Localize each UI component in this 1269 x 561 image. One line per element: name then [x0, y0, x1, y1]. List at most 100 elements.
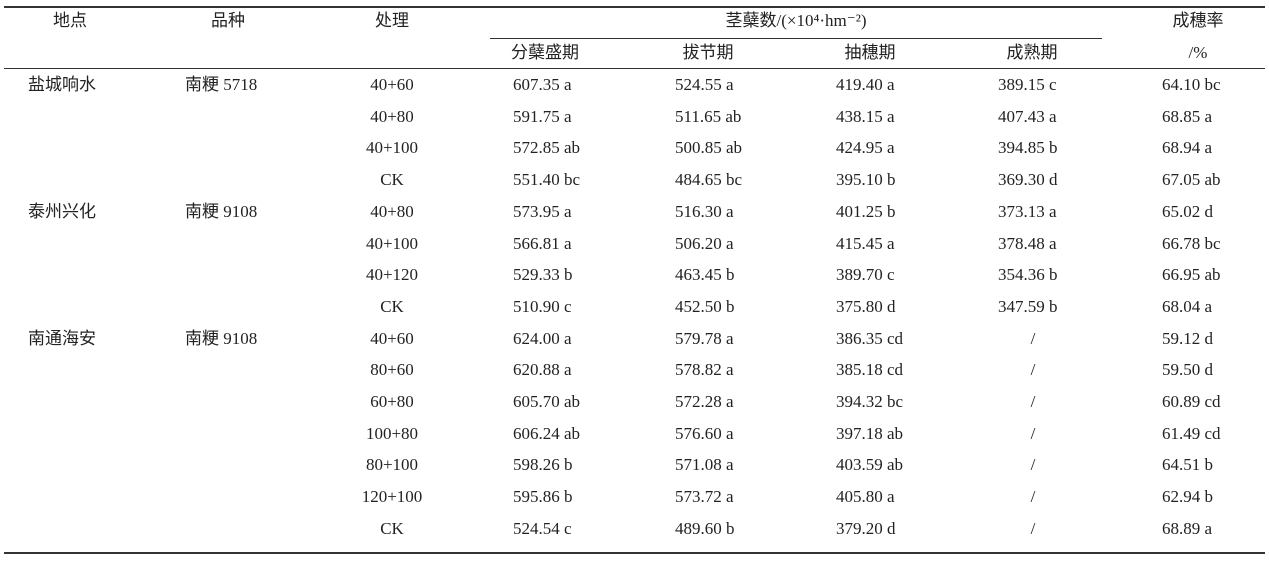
variety-cell: 南粳 5718 [185, 75, 258, 94]
value-cell: 403.59 ab [836, 455, 904, 475]
value-cell: 395.10 b [836, 170, 896, 190]
header-cell: 成熟期 [1006, 43, 1058, 62]
treatment-cell: 60+80 [370, 392, 414, 411]
value-cell: 60.89 cd [1162, 392, 1221, 411]
value-cell: 516.30 a [675, 201, 734, 221]
value-cell: 64.10 bc [1162, 75, 1221, 94]
treatment-cell: 40+80 [370, 201, 414, 221]
value-cell: / [1030, 455, 1036, 475]
header-cell: 成穗率 [1172, 11, 1224, 30]
value-cell: 347.59 b [998, 296, 1058, 316]
value-cell: 511.65 ab [675, 106, 742, 126]
value-cell: 529.33 b [513, 265, 573, 285]
value-cell: 489.60 b [675, 518, 735, 538]
value-cell: 389.15 c [998, 75, 1057, 94]
value-cell: 500.85 ab [675, 138, 743, 158]
header-cell: /% [1188, 43, 1208, 62]
value-cell: 605.70 ab [513, 392, 581, 411]
value-cell: 566.81 a [513, 233, 572, 253]
value-cell: / [1030, 360, 1036, 380]
value-cell: 551.40 bc [513, 170, 581, 190]
value-cell: 573.72 a [675, 487, 734, 507]
treatment-cell: 40+60 [370, 75, 414, 94]
value-cell: 419.40 a [836, 75, 895, 94]
value-cell: 379.20 d [836, 518, 896, 538]
treatment-cell: 120+100 [361, 487, 423, 507]
value-cell: 405.80 a [836, 487, 895, 507]
value-cell: 452.50 b [675, 296, 735, 316]
value-cell: 463.45 b [675, 265, 735, 285]
treatment-cell: 80+60 [370, 360, 414, 380]
value-cell: 68.94 a [1162, 138, 1213, 158]
treatment-cell: 80+100 [365, 455, 419, 475]
value-cell: 68.85 a [1162, 106, 1213, 126]
value-cell: 378.48 a [998, 233, 1057, 253]
value-cell: 572.28 a [675, 392, 734, 411]
value-cell: / [1030, 423, 1036, 443]
value-cell: 407.43 a [998, 106, 1057, 126]
treatment-cell: CK [380, 170, 404, 190]
treatment-cell: CK [380, 518, 404, 538]
header-cell: 茎蘖数/(×10⁴·hm⁻²) [725, 11, 867, 30]
value-cell: / [1030, 392, 1036, 411]
value-cell: 401.25 b [836, 201, 896, 221]
value-cell: 415.45 a [836, 233, 895, 253]
value-cell: 598.26 b [513, 455, 573, 475]
location-cell: 盐城响水 [28, 75, 96, 94]
treatment-cell: 40+100 [365, 233, 419, 253]
value-cell: 66.95 ab [1162, 265, 1221, 285]
treatment-cell: 40+100 [365, 138, 419, 158]
value-cell: 68.89 a [1162, 518, 1213, 538]
value-cell: 510.90 c [513, 296, 572, 316]
value-cell: 606.24 ab [513, 423, 581, 443]
value-cell: 573.95 a [513, 201, 572, 221]
value-cell: 62.94 b [1162, 487, 1213, 507]
value-cell: 506.20 a [675, 233, 734, 253]
value-cell: 386.35 cd [836, 328, 904, 348]
value-cell: 397.18 ab [836, 423, 904, 443]
value-cell: / [1030, 487, 1036, 507]
header-cell: 处理 [375, 11, 409, 30]
treatment-cell: 40+60 [370, 328, 414, 348]
value-cell: 524.54 c [513, 518, 572, 538]
header-cell: 地点 [53, 11, 87, 30]
treatment-cell: CK [380, 296, 404, 316]
value-cell: 438.15 a [836, 106, 895, 126]
value-cell: / [1030, 518, 1036, 538]
value-cell: 572.85 ab [513, 138, 581, 158]
value-cell: 373.13 a [998, 201, 1057, 221]
value-cell: 394.32 bc [836, 392, 904, 411]
value-cell: 389.70 c [836, 265, 895, 285]
group-rule [490, 38, 1102, 39]
header-rule [4, 68, 1265, 69]
value-cell: 66.78 bc [1162, 233, 1221, 253]
value-cell: 59.50 d [1162, 360, 1213, 380]
header-cell: 抽穗期 [844, 43, 896, 62]
value-cell: 59.12 d [1162, 328, 1213, 348]
variety-cell: 南粳 9108 [185, 328, 258, 348]
header-cell: 分蘖盛期 [511, 43, 579, 62]
value-cell: 571.08 a [675, 455, 734, 475]
value-cell: 607.35 a [513, 75, 572, 94]
value-cell: 64.51 b [1162, 455, 1213, 475]
treatment-cell: 40+80 [370, 106, 414, 126]
value-cell: 65.02 d [1162, 201, 1213, 221]
bottom-rule [4, 552, 1265, 554]
value-cell: 576.60 a [675, 423, 734, 443]
value-cell: 591.75 a [513, 106, 572, 126]
location-cell: 泰州兴化 [28, 201, 96, 221]
value-cell: 61.49 cd [1162, 423, 1221, 443]
value-cell: / [1030, 328, 1036, 348]
treatment-cell: 100+80 [365, 423, 419, 443]
value-cell: 578.82 a [675, 360, 734, 380]
value-cell: 394.85 b [998, 138, 1058, 158]
header-cell: 拔节期 [682, 43, 734, 62]
top-rule [4, 6, 1265, 8]
variety-cell: 南粳 9108 [185, 201, 258, 221]
value-cell: 68.04 a [1162, 296, 1213, 316]
value-cell: 375.80 d [836, 296, 896, 316]
value-cell: 579.78 a [675, 328, 734, 348]
value-cell: 385.18 cd [836, 360, 904, 380]
value-cell: 624.00 a [513, 328, 572, 348]
